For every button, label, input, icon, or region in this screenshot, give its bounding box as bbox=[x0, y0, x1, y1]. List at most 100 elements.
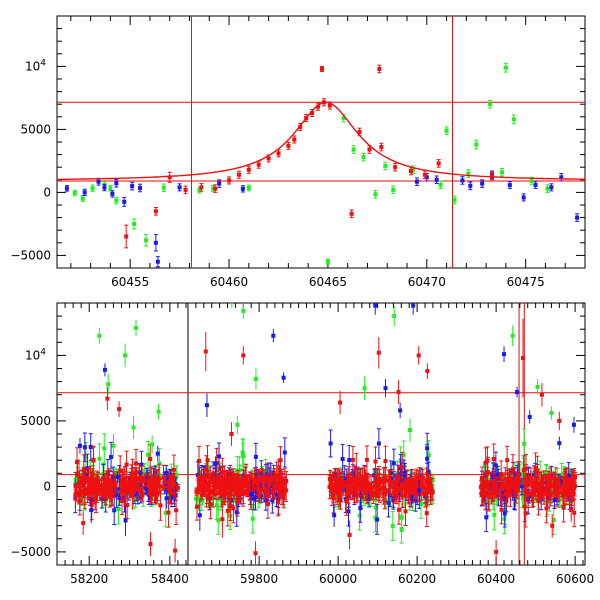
top-data-points bbox=[64, 62, 580, 268]
data-point-blue bbox=[507, 181, 512, 190]
data-point-red bbox=[264, 488, 269, 498]
data-point-red bbox=[347, 520, 352, 550]
data-point-red bbox=[319, 65, 324, 72]
data-point-red bbox=[569, 498, 574, 522]
x-tick-label: 60200 bbox=[398, 572, 436, 586]
data-point-blue bbox=[82, 188, 87, 197]
data-point-red bbox=[490, 171, 495, 181]
data-point-blue bbox=[110, 190, 115, 198]
data-point-red bbox=[492, 469, 497, 499]
data-point-red bbox=[252, 467, 257, 492]
data-point-red bbox=[377, 64, 382, 74]
data-point-red bbox=[371, 482, 376, 504]
data-point-red bbox=[316, 102, 321, 111]
data-point-red bbox=[560, 483, 565, 507]
bottom-data-points bbox=[73, 303, 578, 565]
data-point-green bbox=[156, 403, 161, 420]
data-point-blue bbox=[114, 179, 119, 188]
data-point-red bbox=[169, 475, 174, 484]
data-point-red bbox=[349, 209, 354, 219]
y-tick-label: 5000 bbox=[20, 122, 51, 136]
data-point-red bbox=[119, 487, 124, 516]
data-point-blue bbox=[549, 183, 554, 192]
data-point-green bbox=[111, 434, 116, 458]
data-point-green bbox=[510, 325, 515, 347]
y-tick-label: 104 bbox=[25, 347, 46, 362]
data-point-red bbox=[414, 475, 419, 500]
top-axis-ticks bbox=[57, 15, 586, 269]
data-point-green bbox=[503, 62, 508, 73]
data-point-red bbox=[557, 411, 562, 431]
data-point-red bbox=[501, 479, 506, 489]
data-point-blue bbox=[434, 175, 439, 185]
data-point-red bbox=[541, 470, 546, 485]
data-point-red bbox=[383, 445, 388, 477]
data-point-red bbox=[149, 475, 154, 485]
data-point-red bbox=[357, 473, 362, 497]
data-point-blue bbox=[89, 496, 94, 524]
data-point-red bbox=[521, 455, 526, 486]
data-point-red bbox=[241, 346, 246, 365]
data-point-blue bbox=[332, 503, 337, 528]
bottom-tick-labels: 58200 58400 59800 60000 60200 60400 60600 −5000… bbox=[10, 347, 594, 586]
data-point-red bbox=[350, 445, 355, 474]
data-point-red bbox=[282, 477, 287, 489]
data-point-green bbox=[362, 376, 367, 400]
data-point-red bbox=[424, 499, 429, 528]
data-point-red bbox=[146, 472, 151, 495]
data-point-red bbox=[173, 538, 178, 563]
data-point-blue bbox=[213, 456, 218, 472]
x-tick-label: 60000 bbox=[319, 572, 357, 586]
data-point-red bbox=[425, 482, 430, 498]
top-reference-lines bbox=[57, 16, 585, 268]
data-point-red bbox=[213, 184, 218, 193]
data-point-red bbox=[550, 513, 555, 538]
data-point-green bbox=[383, 161, 388, 171]
data-point-red bbox=[377, 468, 382, 491]
data-point-green bbox=[444, 126, 449, 135]
data-point-blue bbox=[138, 183, 143, 193]
y-tick-label: −5000 bbox=[10, 545, 51, 559]
data-point-red bbox=[494, 540, 499, 564]
data-point-red bbox=[507, 480, 512, 498]
data-point-red bbox=[80, 469, 85, 488]
y-tick-label: 5000 bbox=[20, 414, 51, 428]
x-tick-label: 60470 bbox=[408, 275, 446, 289]
data-point-blue bbox=[559, 173, 564, 182]
data-point-red bbox=[206, 473, 211, 501]
data-point-red bbox=[73, 488, 78, 501]
data-point-blue bbox=[383, 378, 388, 398]
data-point-red bbox=[153, 207, 158, 216]
data-point-blue bbox=[271, 329, 276, 343]
data-point-blue bbox=[417, 479, 422, 501]
data-point-red bbox=[553, 473, 558, 486]
data-point-red bbox=[278, 472, 283, 500]
data-point-red bbox=[416, 346, 421, 365]
top-tick-labels: 60455 60460 60465 60470 60475 −5000 0 5000 104 bbox=[10, 58, 544, 289]
data-point-red bbox=[97, 479, 102, 501]
data-point-blue bbox=[82, 432, 87, 462]
data-point-red bbox=[564, 473, 569, 502]
data-point-red bbox=[286, 141, 291, 150]
data-point-red bbox=[436, 159, 441, 168]
data-point-red bbox=[346, 480, 351, 496]
x-tick-label: 60465 bbox=[309, 275, 347, 289]
data-point-red bbox=[262, 478, 267, 501]
data-point-red bbox=[403, 496, 408, 526]
y-tick-label: 0 bbox=[43, 479, 51, 493]
data-point-red bbox=[124, 224, 129, 249]
data-point-red bbox=[499, 460, 504, 490]
data-point-red bbox=[272, 478, 277, 499]
data-point-red bbox=[281, 481, 286, 505]
data-point-red bbox=[545, 473, 550, 483]
x-tick-label: 60455 bbox=[111, 275, 149, 289]
y-tick-label: 0 bbox=[43, 185, 51, 199]
data-point-green bbox=[488, 99, 493, 109]
data-point-red bbox=[485, 473, 490, 494]
data-point-red bbox=[246, 165, 251, 174]
data-point-red bbox=[394, 477, 399, 499]
data-point-blue bbox=[102, 183, 107, 192]
data-point-red bbox=[257, 487, 262, 503]
data-point-red bbox=[267, 467, 272, 495]
x-tick-label: 60600 bbox=[556, 572, 594, 586]
